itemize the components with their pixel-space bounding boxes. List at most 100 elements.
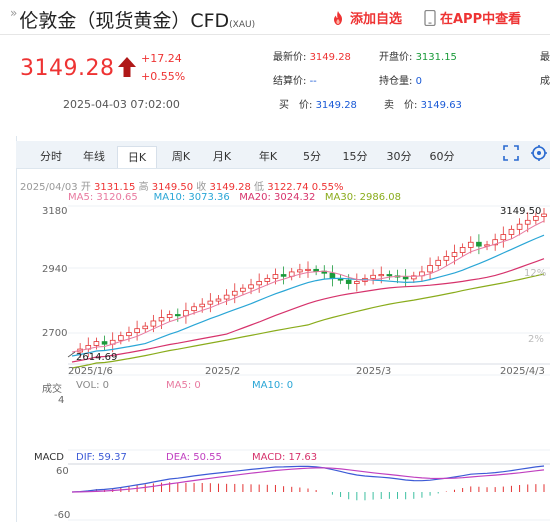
tab-week-k[interactable]: 周K (171, 150, 191, 163)
stat-col3-row2: 成 (540, 76, 550, 87)
stat-settle: 结算价: -- (273, 76, 317, 87)
page-title: » 伦敦金（现货黄金）CFD(XAU) (10, 6, 255, 33)
macd-scale-bottom: -60 (54, 510, 71, 521)
ma5-line (71, 220, 545, 353)
candle (191, 306, 197, 312)
change-percent: +0.55% (141, 70, 186, 83)
candle (370, 274, 376, 279)
volume-ma5: MA5: 0 (166, 380, 201, 391)
ohlc-readout: 2025/04/03 开 3131.15 高 3149.50 收 3149.28… (20, 182, 344, 193)
instrument-title: 伦敦金（现货黄金）CFD (19, 10, 230, 32)
candle (443, 256, 450, 261)
fullscreen-icon[interactable] (502, 144, 520, 162)
candle (272, 274, 279, 279)
macd-dea: DEA: 50.55 (166, 452, 222, 463)
change-value: +17.24 (141, 52, 182, 65)
tab-year-k[interactable]: 年K (258, 150, 278, 163)
tab-5min[interactable]: 5分 (303, 150, 321, 163)
tab-15min[interactable]: 15分 (342, 150, 368, 163)
candle (533, 216, 539, 221)
candle (264, 277, 271, 282)
x-tick-2: 2025/3 (356, 366, 392, 377)
candle (516, 223, 523, 230)
volume-scale: 4 (58, 395, 65, 406)
candle (256, 281, 262, 286)
candle (410, 275, 417, 280)
instrument-code: (XAU) (229, 20, 256, 30)
flame-icon (334, 10, 342, 25)
candle (240, 287, 246, 292)
candle (207, 300, 214, 305)
current-price: 3149.28 (20, 56, 115, 81)
candle (467, 241, 474, 248)
candle (435, 259, 442, 266)
header-divider (0, 34, 550, 35)
add-watchlist-button[interactable]: 添加自选 (330, 8, 402, 27)
candle (126, 332, 132, 337)
x-tick-3: 2025/4/3 (500, 366, 545, 377)
stat-col3-row1: 最 (540, 52, 550, 63)
candle (541, 213, 547, 217)
stat-open: 开盘价: 3131.15 (379, 52, 457, 63)
y-tick-2700: 2700 (42, 328, 68, 339)
candle (93, 341, 100, 346)
candle (402, 276, 409, 280)
tab-month-k[interactable]: 月K (212, 150, 232, 163)
volume-ma10: MA10: 0 (252, 380, 294, 391)
candle (313, 268, 319, 272)
candle (280, 274, 287, 277)
candle (329, 272, 336, 279)
tab-fenshi[interactable]: 分时 (40, 150, 62, 163)
macd-value: MACD: 17.63 (252, 452, 318, 463)
candle (378, 274, 385, 277)
pct-tick-2: 2% (528, 334, 544, 345)
candle (427, 265, 433, 273)
ma10-line (71, 234, 545, 357)
stat-buy: 买 价: 3149.28 (279, 100, 357, 111)
candles (77, 208, 547, 358)
stat-position: 持仓量: 0 (379, 76, 422, 87)
dea-line (71, 467, 545, 493)
ma30-line (71, 273, 545, 369)
tab-60min[interactable]: 60分 (429, 150, 455, 163)
tab-year-line[interactable]: 年线 (83, 150, 105, 163)
quote-time: 2025-04-03 07:02:00 (63, 98, 180, 111)
min-price-pointer (67, 351, 76, 358)
macd-dif: DIF: 59.37 (76, 452, 127, 463)
candle (305, 268, 311, 271)
price-change: +17.24 +0.55% (141, 50, 185, 86)
stat-latest: 最新价: 3149.28 (273, 52, 351, 63)
tab-30min[interactable]: 30分 (386, 150, 412, 163)
ma30-legend: MA30: 2986.08 (324, 192, 402, 203)
ma20-line (71, 258, 545, 363)
candle (134, 328, 140, 333)
open-app-label: 在APP中查看 (440, 12, 522, 27)
period-tabs (16, 141, 550, 169)
candle (451, 252, 458, 257)
candle (345, 279, 352, 284)
add-watchlist-label: 添加自选 (350, 12, 403, 27)
settings-icon[interactable] (530, 144, 548, 162)
macd-bars (79, 482, 545, 501)
tab-day-k[interactable]: 日K (117, 146, 157, 168)
volume-title: 成交 (42, 384, 62, 395)
ma20-legend: MA20: 3024.32 (239, 192, 316, 203)
candle (199, 303, 206, 308)
candle (215, 298, 222, 302)
open-app-button[interactable]: 在APP中查看 (424, 8, 521, 27)
max-price-label: 3149.50 (500, 206, 542, 217)
candle (174, 314, 181, 317)
candle (492, 239, 498, 246)
pct-tick-12: 12% (524, 268, 547, 279)
candle (166, 314, 173, 319)
macd-title: MACD (34, 452, 64, 463)
breadcrumb-arrow-icon: » (10, 6, 18, 20)
candle (118, 335, 124, 341)
candle (297, 269, 303, 273)
candle (508, 228, 515, 235)
candle (500, 234, 507, 241)
candle (386, 274, 393, 277)
macd-scale-top: 60 (56, 466, 69, 477)
candle (101, 341, 108, 345)
